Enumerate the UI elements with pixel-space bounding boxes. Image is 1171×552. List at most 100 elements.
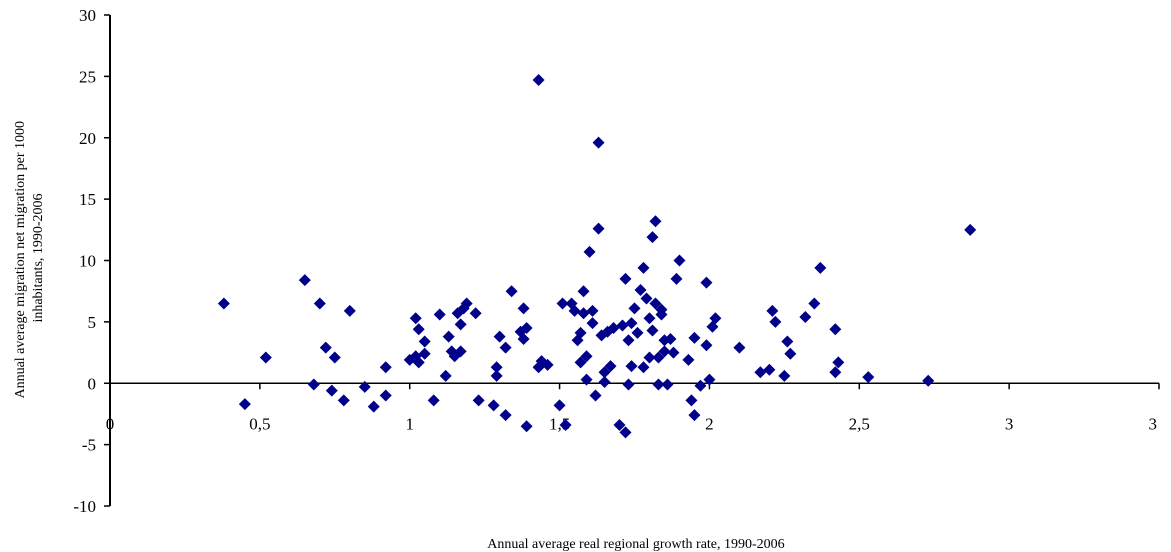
data-point: [442, 330, 455, 343]
data-point: [628, 302, 641, 315]
data-point: [652, 378, 665, 391]
data-point: [733, 341, 746, 354]
data-point: [598, 376, 611, 389]
data-point: [592, 136, 605, 149]
data-point: [454, 345, 467, 358]
data-point: [325, 384, 338, 397]
data-point: [433, 308, 446, 321]
data-point: [661, 378, 674, 391]
y-tick-label: -10: [73, 497, 96, 516]
data-point: [379, 361, 392, 374]
data-point: [337, 394, 350, 407]
data-point: [343, 304, 356, 317]
data-point: [670, 272, 683, 285]
data-point: [487, 399, 500, 412]
data-point: [643, 312, 656, 325]
x-axis-title: Annual average real regional growth rate…: [487, 537, 784, 552]
data-point: [577, 285, 590, 298]
data-point: [574, 356, 587, 369]
data-point: [754, 366, 767, 379]
data-point: [520, 322, 533, 335]
data-point: [532, 74, 545, 87]
y-tick-label: 15: [79, 190, 96, 209]
data-point: [688, 331, 701, 344]
data-point: [646, 324, 659, 337]
data-point: [409, 312, 422, 325]
data-point: [568, 304, 581, 317]
data-point: [580, 373, 593, 386]
data-point: [367, 400, 380, 413]
data-point: [556, 297, 569, 310]
data-point: [604, 360, 617, 373]
data-point: [217, 297, 230, 310]
data-point: [598, 366, 611, 379]
data-point: [328, 351, 341, 364]
data-point: [622, 378, 635, 391]
data-point: [559, 418, 572, 431]
data-point: [574, 326, 587, 339]
data-point: [922, 374, 935, 387]
data-point: [637, 361, 650, 374]
data-point: [379, 389, 392, 402]
data-point: [808, 297, 821, 310]
data-point: [667, 346, 680, 359]
data-point: [832, 356, 845, 369]
data-point: [472, 394, 485, 407]
data-point: [622, 334, 635, 347]
data-point: [637, 261, 650, 274]
x-ticks: 0 0,5 1 1,5 2 2,5 3 3: [106, 383, 1160, 433]
data-point: [259, 351, 272, 364]
data-point: [703, 373, 716, 386]
data-point: [964, 223, 977, 236]
y-tick-label: 25: [79, 67, 96, 86]
data-point: [586, 304, 599, 317]
data-point: [517, 333, 530, 346]
data-point: [616, 319, 629, 332]
data-point: [700, 339, 713, 352]
data-point: [631, 326, 644, 339]
data-points: [217, 74, 977, 439]
y-tick-label: -5: [82, 436, 96, 455]
data-point: [694, 379, 707, 392]
data-point: [553, 399, 566, 412]
data-point: [646, 231, 659, 244]
data-point: [520, 420, 533, 433]
data-point: [313, 297, 326, 310]
data-point: [613, 418, 626, 431]
data-point: [649, 297, 662, 310]
data-point: [493, 330, 506, 343]
data-point: [586, 317, 599, 330]
data-point: [418, 335, 431, 348]
data-point: [700, 276, 713, 289]
data-point: [625, 360, 638, 373]
data-point: [634, 283, 647, 296]
data-point: [505, 285, 518, 298]
x-tick-label: 0,5: [249, 414, 270, 433]
data-point: [454, 318, 467, 331]
data-point: [688, 409, 701, 422]
x-tick-label: 3: [1149, 414, 1158, 433]
data-point: [625, 317, 638, 330]
y-axis-title-line-2: inhabitants, 1990-2006: [31, 193, 46, 322]
data-point: [664, 333, 677, 346]
data-point: [769, 315, 782, 328]
data-point: [781, 335, 794, 348]
data-point: [799, 310, 812, 323]
y-axis-title: Annual average migration net migration p…: [13, 117, 46, 398]
data-point: [358, 380, 371, 393]
x-tick-label: 3: [1005, 414, 1014, 433]
data-point: [862, 371, 875, 384]
x-tick-label: 2: [705, 414, 714, 433]
data-point: [298, 274, 311, 287]
data-point: [412, 356, 425, 369]
data-point: [658, 345, 671, 358]
data-point: [580, 350, 593, 363]
y-tick-label: 20: [79, 129, 96, 148]
data-point: [763, 363, 776, 376]
y-tick-label: 5: [88, 313, 97, 332]
y-tick-label: 10: [79, 252, 96, 271]
data-point: [652, 351, 665, 364]
data-point: [766, 304, 779, 317]
data-point: [499, 409, 512, 422]
y-ticks: -10 -5 0 5 10 15 20 25 30: [73, 6, 110, 516]
